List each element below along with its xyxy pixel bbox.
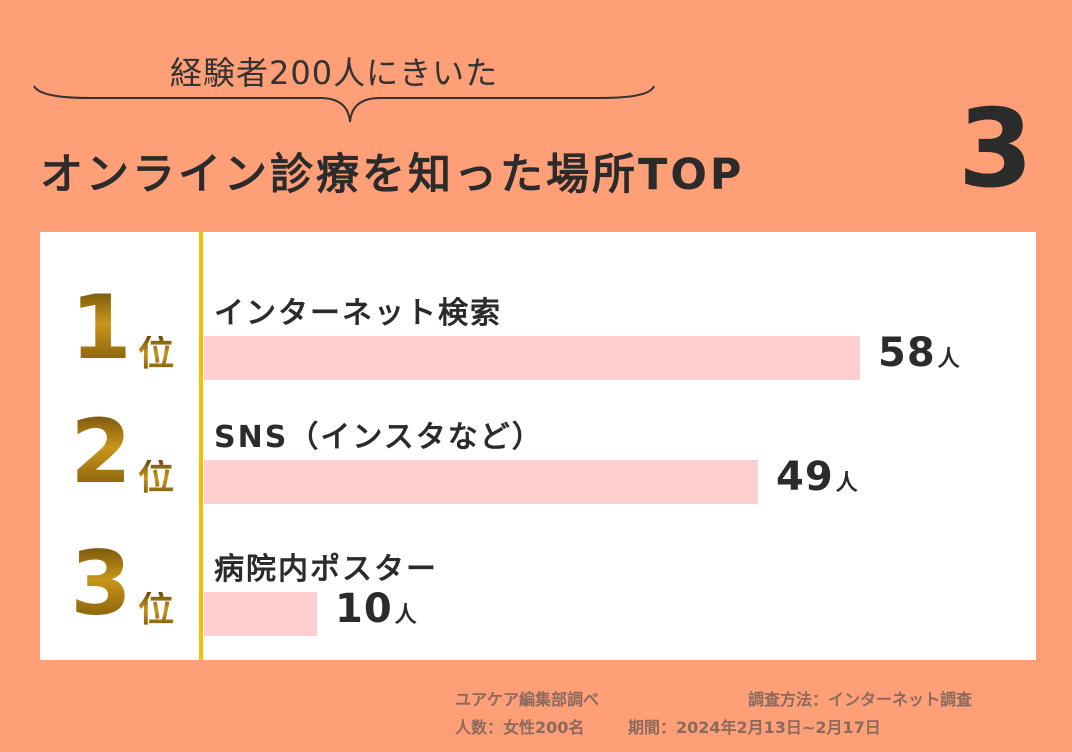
rank-suffix: 位: [138, 333, 175, 374]
category-label: SNS（インスタなど）: [214, 420, 544, 455]
value-number: 58: [878, 330, 936, 376]
category-label: 病院内ポスター: [214, 552, 438, 587]
rank-suffix: 位: [138, 457, 175, 498]
panel-divider: [199, 232, 203, 660]
bar: [204, 460, 758, 504]
value-unit: 人: [937, 347, 960, 372]
rank-number: 1: [66, 284, 136, 372]
method-note: 調査方法：インターネット調査: [748, 690, 973, 709]
source-note: ユアケア編集部調べ: [455, 690, 600, 709]
subtitle: 経験者200人にきいた: [170, 54, 499, 92]
bar: [204, 336, 860, 380]
category-label: インターネット検索: [214, 296, 502, 331]
curly-brace-decoration: [33, 85, 655, 123]
value-label: 49人: [776, 454, 858, 500]
value-unit: 人: [394, 603, 417, 628]
ranking-panel: [40, 232, 1036, 660]
rank-number: 2: [66, 408, 136, 496]
value-label: 10人: [335, 586, 417, 632]
value-unit: 人: [835, 471, 858, 496]
bar: [204, 592, 317, 636]
chart-title-number: 3: [958, 87, 1034, 212]
value-number: 49: [776, 454, 834, 500]
chart-title: オンライン診療を知った場所TOP: [40, 150, 745, 200]
period-note: 期間：2024年2月13日~2月17日: [628, 718, 881, 737]
rank-number: 3: [66, 540, 136, 628]
rank-suffix: 位: [138, 589, 175, 630]
value-number: 10: [335, 586, 393, 632]
respondents-note: 人数：女性200名: [455, 718, 585, 737]
value-label: 58人: [878, 330, 960, 376]
